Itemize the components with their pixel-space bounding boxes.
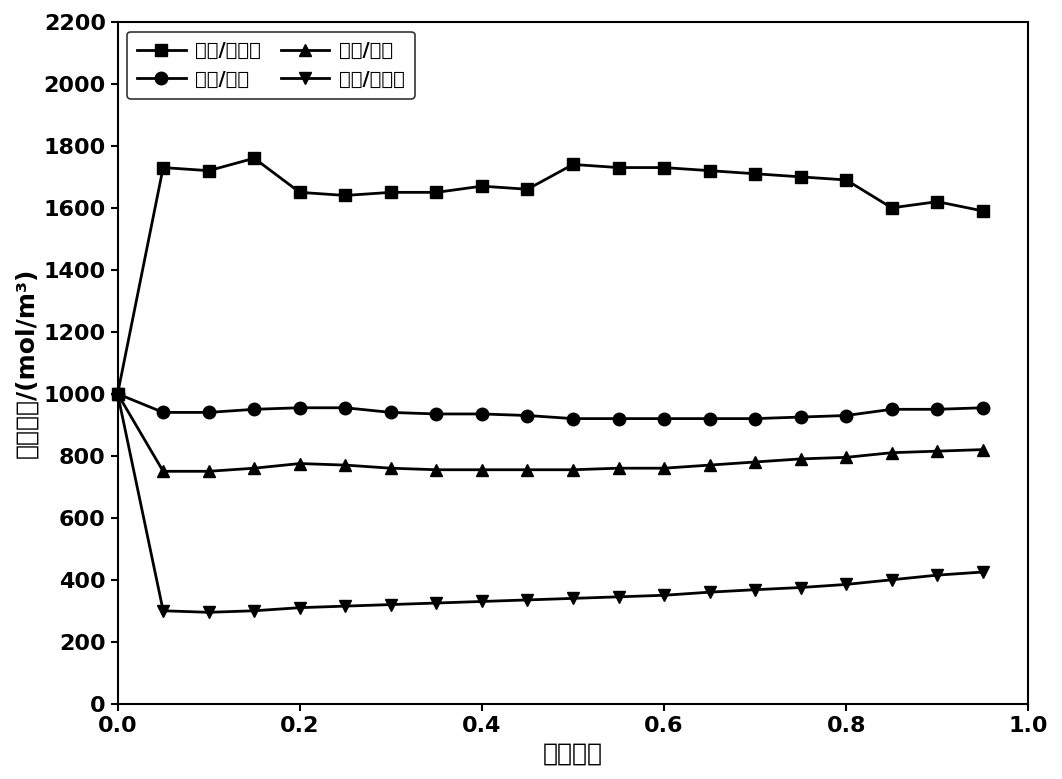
负极/集流体 [112, 390, 124, 399]
正极/隔膜 [886, 448, 898, 457]
负极/集流体 [749, 169, 761, 178]
负极/集流体 [886, 203, 898, 213]
正极/隔膜 [931, 446, 944, 456]
正极/集流体 [931, 570, 944, 580]
正极/集流体 [976, 567, 989, 576]
正极/隔膜 [203, 467, 216, 476]
正极/隔膜 [430, 465, 443, 474]
正极/隔膜 [339, 460, 352, 470]
负极/隔膜 [749, 414, 761, 423]
Line: 正极/集流体: 正极/集流体 [112, 388, 989, 619]
正极/集流体 [612, 592, 624, 601]
负极/隔膜 [203, 407, 216, 417]
正极/隔膜 [384, 464, 397, 473]
正极/集流体 [794, 583, 807, 592]
负极/隔膜 [384, 407, 397, 417]
负极/隔膜 [794, 412, 807, 421]
负极/隔膜 [339, 403, 352, 412]
负极/集流体 [476, 182, 489, 191]
负极/隔膜 [247, 404, 260, 414]
正极/集流体 [840, 580, 853, 589]
正极/隔膜 [840, 453, 853, 462]
正极/集流体 [521, 595, 534, 605]
Y-axis label: 界面浓度/(mol/m³): 界面浓度/(mol/m³) [14, 268, 38, 458]
负极/隔膜 [612, 414, 624, 423]
负极/隔膜 [931, 404, 944, 414]
负极/隔膜 [476, 409, 489, 418]
负极/隔膜 [293, 403, 306, 412]
负极/集流体 [430, 188, 443, 197]
负极/集流体 [976, 206, 989, 216]
正极/集流体 [657, 590, 670, 600]
正极/隔膜 [112, 390, 124, 399]
正极/集流体 [203, 608, 216, 617]
Legend: 负极/集流体, 负极/隔膜, 正极/隔膜, 正极/集流体: 负极/集流体, 负极/隔膜, 正极/隔膜, 正极/集流体 [127, 32, 414, 99]
负极/集流体 [384, 188, 397, 197]
负极/隔膜 [703, 414, 716, 423]
正极/集流体 [567, 594, 580, 603]
正极/集流体 [430, 598, 443, 608]
负极/集流体 [339, 191, 352, 200]
正极/隔膜 [521, 465, 534, 474]
负极/隔膜 [840, 411, 853, 420]
负极/集流体 [157, 163, 170, 172]
正极/集流体 [293, 603, 306, 612]
正极/隔膜 [794, 454, 807, 464]
负极/隔膜 [521, 411, 534, 420]
负极/隔膜 [657, 414, 670, 423]
负极/集流体 [521, 185, 534, 194]
正极/集流体 [384, 600, 397, 609]
负极/隔膜 [976, 403, 989, 412]
正极/集流体 [703, 587, 716, 597]
正极/隔膜 [293, 459, 306, 468]
正极/隔膜 [476, 465, 489, 474]
负极/集流体 [840, 175, 853, 185]
X-axis label: 放电深度: 放电深度 [543, 741, 603, 765]
正极/隔膜 [567, 465, 580, 474]
负极/集流体 [247, 153, 260, 163]
正极/隔膜 [749, 457, 761, 467]
负极/隔膜 [886, 404, 898, 414]
Line: 负极/隔膜: 负极/隔膜 [112, 388, 989, 425]
正极/隔膜 [703, 460, 716, 470]
正极/集流体 [112, 390, 124, 399]
负极/集流体 [203, 166, 216, 175]
负极/隔膜 [567, 414, 580, 423]
负极/隔膜 [430, 409, 443, 418]
正极/隔膜 [976, 445, 989, 454]
负极/集流体 [657, 163, 670, 172]
正极/集流体 [247, 606, 260, 615]
Line: 负极/集流体: 负极/集流体 [112, 152, 989, 400]
正极/隔膜 [247, 464, 260, 473]
正极/集流体 [749, 585, 761, 594]
Line: 正极/隔膜: 正极/隔膜 [112, 388, 989, 478]
负极/集流体 [794, 172, 807, 182]
负极/集流体 [293, 188, 306, 197]
负极/隔膜 [112, 390, 124, 399]
正极/集流体 [157, 606, 170, 615]
正极/集流体 [339, 601, 352, 611]
正极/隔膜 [612, 464, 624, 473]
正极/集流体 [476, 597, 489, 606]
负极/隔膜 [157, 407, 170, 417]
正极/隔膜 [657, 464, 670, 473]
负极/集流体 [567, 160, 580, 169]
负极/集流体 [703, 166, 716, 175]
正极/集流体 [886, 575, 898, 584]
负极/集流体 [612, 163, 624, 172]
负极/集流体 [931, 197, 944, 206]
正极/隔膜 [157, 467, 170, 476]
